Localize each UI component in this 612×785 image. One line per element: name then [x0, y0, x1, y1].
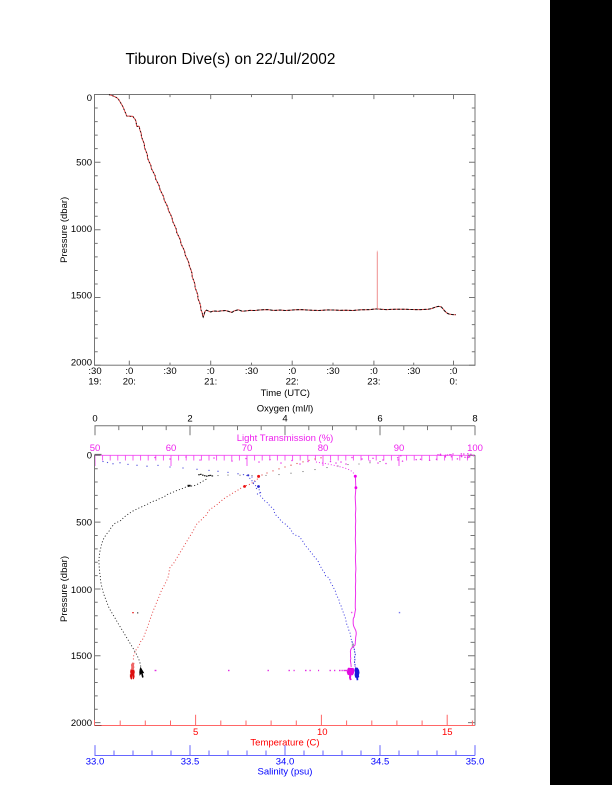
svg-text:1500: 1500 [71, 291, 92, 302]
svg-text::30: :30 [245, 366, 258, 377]
svg-text:15: 15 [442, 727, 453, 738]
svg-text::0: :0 [370, 366, 378, 377]
svg-text:6: 6 [377, 414, 382, 425]
svg-text:2: 2 [187, 414, 192, 425]
svg-text:70: 70 [242, 443, 253, 454]
svg-text:50: 50 [90, 443, 101, 454]
svg-text:60: 60 [166, 443, 177, 454]
svg-text::30: :30 [326, 366, 339, 377]
svg-text:100: 100 [467, 443, 483, 454]
svg-text::30: :30 [407, 366, 420, 377]
svg-text:Salinity (psu): Salinity (psu) [258, 767, 313, 778]
svg-text::30: :30 [88, 366, 101, 377]
svg-text:4: 4 [282, 414, 287, 425]
svg-text:Pressure (dbar): Pressure (dbar) [59, 197, 70, 263]
svg-text:23:: 23: [367, 376, 380, 387]
svg-text:2000: 2000 [71, 357, 92, 368]
svg-text:1000: 1000 [71, 224, 92, 235]
svg-text:8: 8 [472, 414, 477, 425]
svg-text:10: 10 [317, 727, 328, 738]
svg-text:1000: 1000 [71, 585, 92, 596]
svg-text:21:: 21: [204, 376, 217, 387]
svg-text:Time (UTC): Time (UTC) [261, 388, 310, 399]
svg-text:Pressure (dbar): Pressure (dbar) [59, 556, 70, 622]
svg-text:1500: 1500 [71, 651, 92, 662]
svg-text::0: :0 [207, 366, 215, 377]
svg-text:80: 80 [318, 443, 329, 454]
svg-text:0:: 0: [450, 376, 458, 387]
svg-text:Temperature (C): Temperature (C) [250, 737, 319, 748]
svg-text::0: :0 [288, 366, 296, 377]
svg-text:500: 500 [76, 517, 92, 528]
svg-text:33.0: 33.0 [86, 757, 105, 768]
svg-text:0: 0 [87, 93, 92, 104]
svg-text:22:: 22: [286, 376, 299, 387]
svg-text::30: :30 [163, 366, 176, 377]
svg-text:5: 5 [193, 727, 198, 738]
svg-text:500: 500 [76, 158, 92, 169]
svg-text:34.0: 34.0 [276, 757, 295, 768]
svg-text:90: 90 [394, 443, 405, 454]
svg-text:2000: 2000 [71, 718, 92, 729]
svg-text::0: :0 [125, 366, 133, 377]
svg-text:Oxygen (ml/l): Oxygen (ml/l) [257, 403, 313, 414]
svg-text:0: 0 [87, 450, 92, 461]
svg-text:35.0: 35.0 [466, 757, 485, 768]
svg-text:Light Transmission (%): Light Transmission (%) [237, 433, 334, 444]
svg-text::0: :0 [450, 366, 458, 377]
svg-text:Tiburon Dive(s) on 22/Jul/2002: Tiburon Dive(s) on 22/Jul/2002 [126, 51, 336, 68]
svg-text:34.5: 34.5 [371, 757, 390, 768]
svg-text:20:: 20: [123, 376, 136, 387]
svg-text:33.5: 33.5 [181, 757, 200, 768]
svg-text:0: 0 [92, 414, 97, 425]
svg-text:19:: 19: [88, 376, 101, 387]
